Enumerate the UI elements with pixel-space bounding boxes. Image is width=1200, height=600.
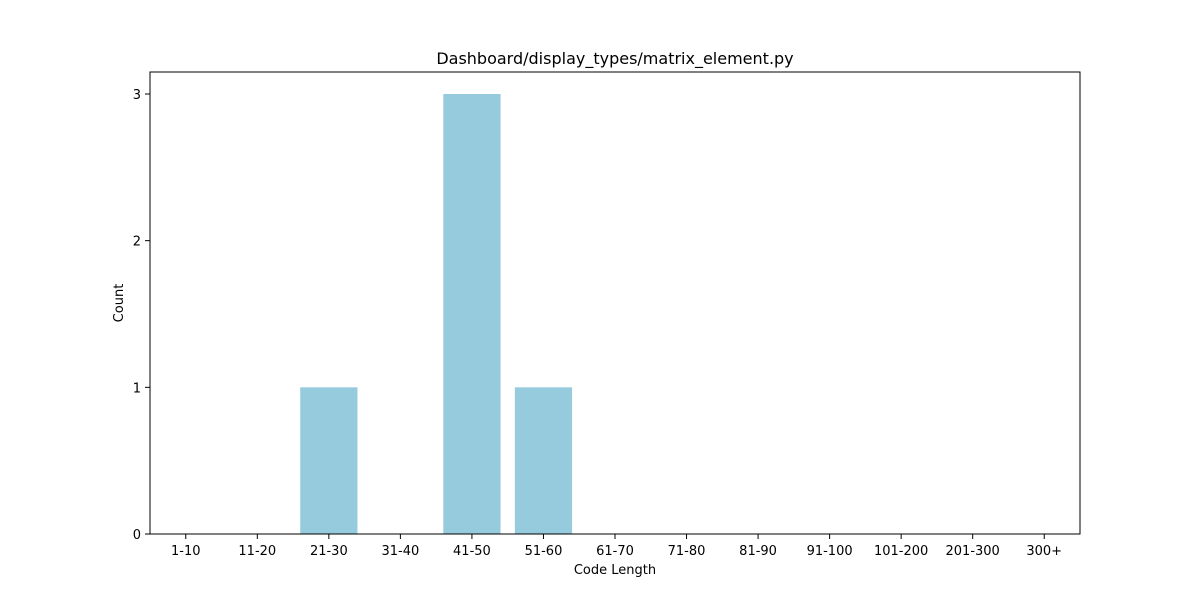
x-axis-label: Code Length: [574, 563, 656, 578]
x-tick-label: 71-80: [668, 544, 706, 559]
x-tick-label: 51-60: [525, 544, 563, 559]
chart-title: Dashboard/display_types/matrix_element.p…: [436, 49, 793, 69]
x-tick-label: 41-50: [453, 544, 491, 559]
plot-frame: [149, 71, 1081, 535]
y-axis-label: Count: [112, 284, 127, 323]
x-tick-label: 31-40: [381, 544, 419, 559]
x-tick-label: 61-70: [596, 544, 634, 559]
y-tick-label: 0: [133, 528, 141, 543]
x-tick-label: 1-10: [171, 544, 201, 559]
x-tick-label: 201-300: [946, 544, 1000, 559]
x-tick-label: 81-90: [739, 544, 777, 559]
y-tick-label: 3: [133, 88, 141, 103]
bar-21-30: [300, 387, 358, 534]
bars-group: [300, 94, 573, 534]
x-tick-label: 91-100: [807, 544, 853, 559]
bar-41-50: [443, 94, 501, 534]
x-tick-label: 101-200: [874, 544, 928, 559]
x-tick-label: 21-30: [310, 544, 348, 559]
x-tick-label: 300+: [1026, 544, 1062, 559]
y-axis-ticks: 0 1 2 3: [133, 88, 150, 543]
x-tick-label: 11-20: [238, 544, 276, 559]
bar-51-60: [514, 387, 573, 534]
y-tick-label: 1: [133, 381, 141, 396]
x-axis-ticks: 1-10 11-20 21-30 31-40 41-50 51-60 61-70 71-80 8…: [171, 534, 1062, 559]
y-tick-label: 2: [133, 235, 141, 250]
